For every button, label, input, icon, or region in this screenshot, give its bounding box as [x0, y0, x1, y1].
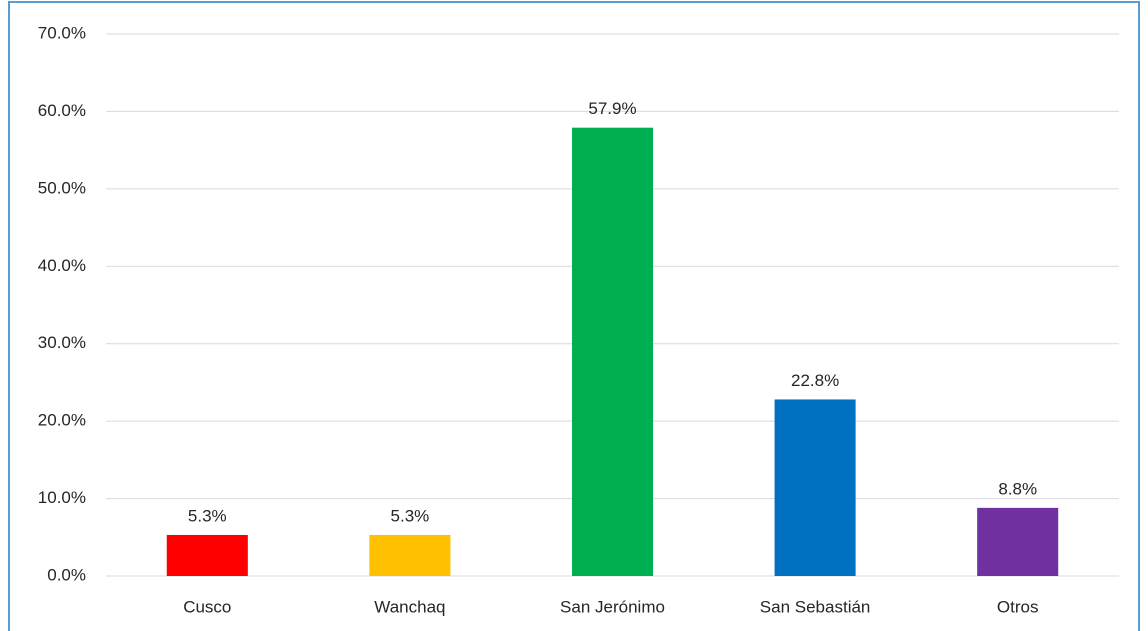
bar: [166, 534, 248, 576]
y-tick-label: 0.0%: [47, 565, 86, 584]
y-tick-label: 30.0%: [38, 333, 86, 352]
x-tick-label: Otros: [997, 597, 1039, 616]
y-tick-label: 60.0%: [38, 101, 86, 120]
chart-frame: [8, 1, 1140, 631]
data-label: 22.8%: [791, 371, 839, 390]
y-tick-label: 50.0%: [38, 178, 86, 197]
x-tick-label: San Jerónimo: [560, 597, 665, 616]
data-label: 57.9%: [588, 99, 636, 118]
x-tick-label: Cusco: [183, 597, 231, 616]
y-tick-label: 40.0%: [38, 256, 86, 275]
data-label: 5.3%: [188, 506, 227, 525]
x-tick-label: San Sebastián: [760, 597, 871, 616]
bar: [571, 127, 654, 576]
y-tick-label: 20.0%: [38, 411, 86, 430]
data-label: 8.8%: [998, 479, 1037, 498]
y-tick-label: 70.0%: [38, 23, 86, 42]
bar: [774, 399, 856, 576]
x-tick-label: Wanchaq: [374, 597, 445, 616]
bar: [369, 534, 451, 576]
data-label: 5.3%: [391, 506, 430, 525]
y-tick-label: 10.0%: [38, 488, 86, 507]
bar: [977, 507, 1059, 576]
